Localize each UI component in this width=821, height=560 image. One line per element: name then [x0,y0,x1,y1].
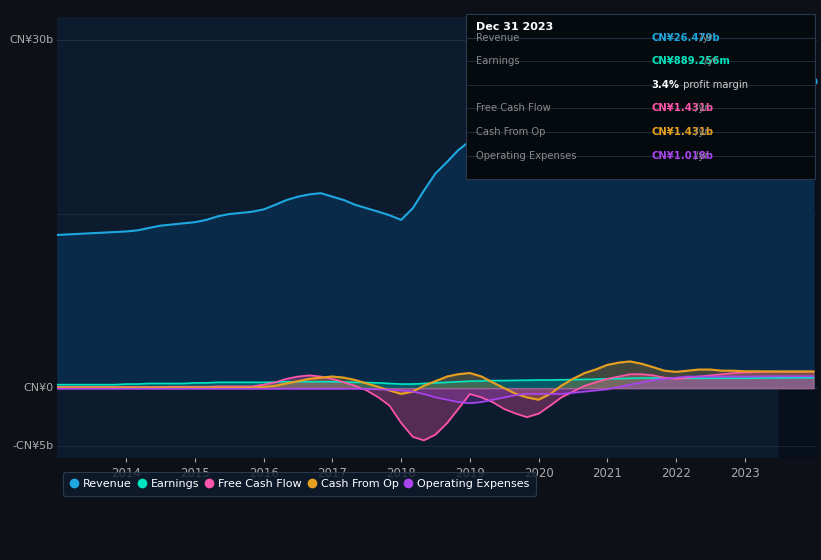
Text: Dec 31 2023: Dec 31 2023 [476,22,553,32]
Text: Revenue: Revenue [476,32,520,43]
Text: CN¥1.431b: CN¥1.431b [651,104,713,113]
Text: profit margin: profit margin [680,80,748,90]
Text: -CN¥5b: -CN¥5b [12,441,53,451]
Text: CN¥1.431b: CN¥1.431b [651,127,713,137]
Text: /yr: /yr [692,104,709,113]
Text: 3.4%: 3.4% [651,80,679,90]
Text: Earnings: Earnings [476,56,520,66]
Text: CN¥0: CN¥0 [24,383,53,393]
Text: CN¥889.256m: CN¥889.256m [651,56,730,66]
Legend: Revenue, Earnings, Free Cash Flow, Cash From Op, Operating Expenses: Revenue, Earnings, Free Cash Flow, Cash … [63,472,536,496]
Text: /yr: /yr [696,32,713,43]
Text: /yr: /yr [692,127,709,137]
Text: /yr: /yr [692,151,709,161]
Text: CN¥26.479b: CN¥26.479b [651,32,720,43]
Text: CN¥30b: CN¥30b [10,35,53,45]
Text: /yr: /yr [701,56,718,66]
Text: CN¥1.018b: CN¥1.018b [651,151,713,161]
Bar [779,17,817,458]
Text: Operating Expenses: Operating Expenses [476,151,576,161]
Text: Cash From Op: Cash From Op [476,127,546,137]
Text: Free Cash Flow: Free Cash Flow [476,104,551,113]
